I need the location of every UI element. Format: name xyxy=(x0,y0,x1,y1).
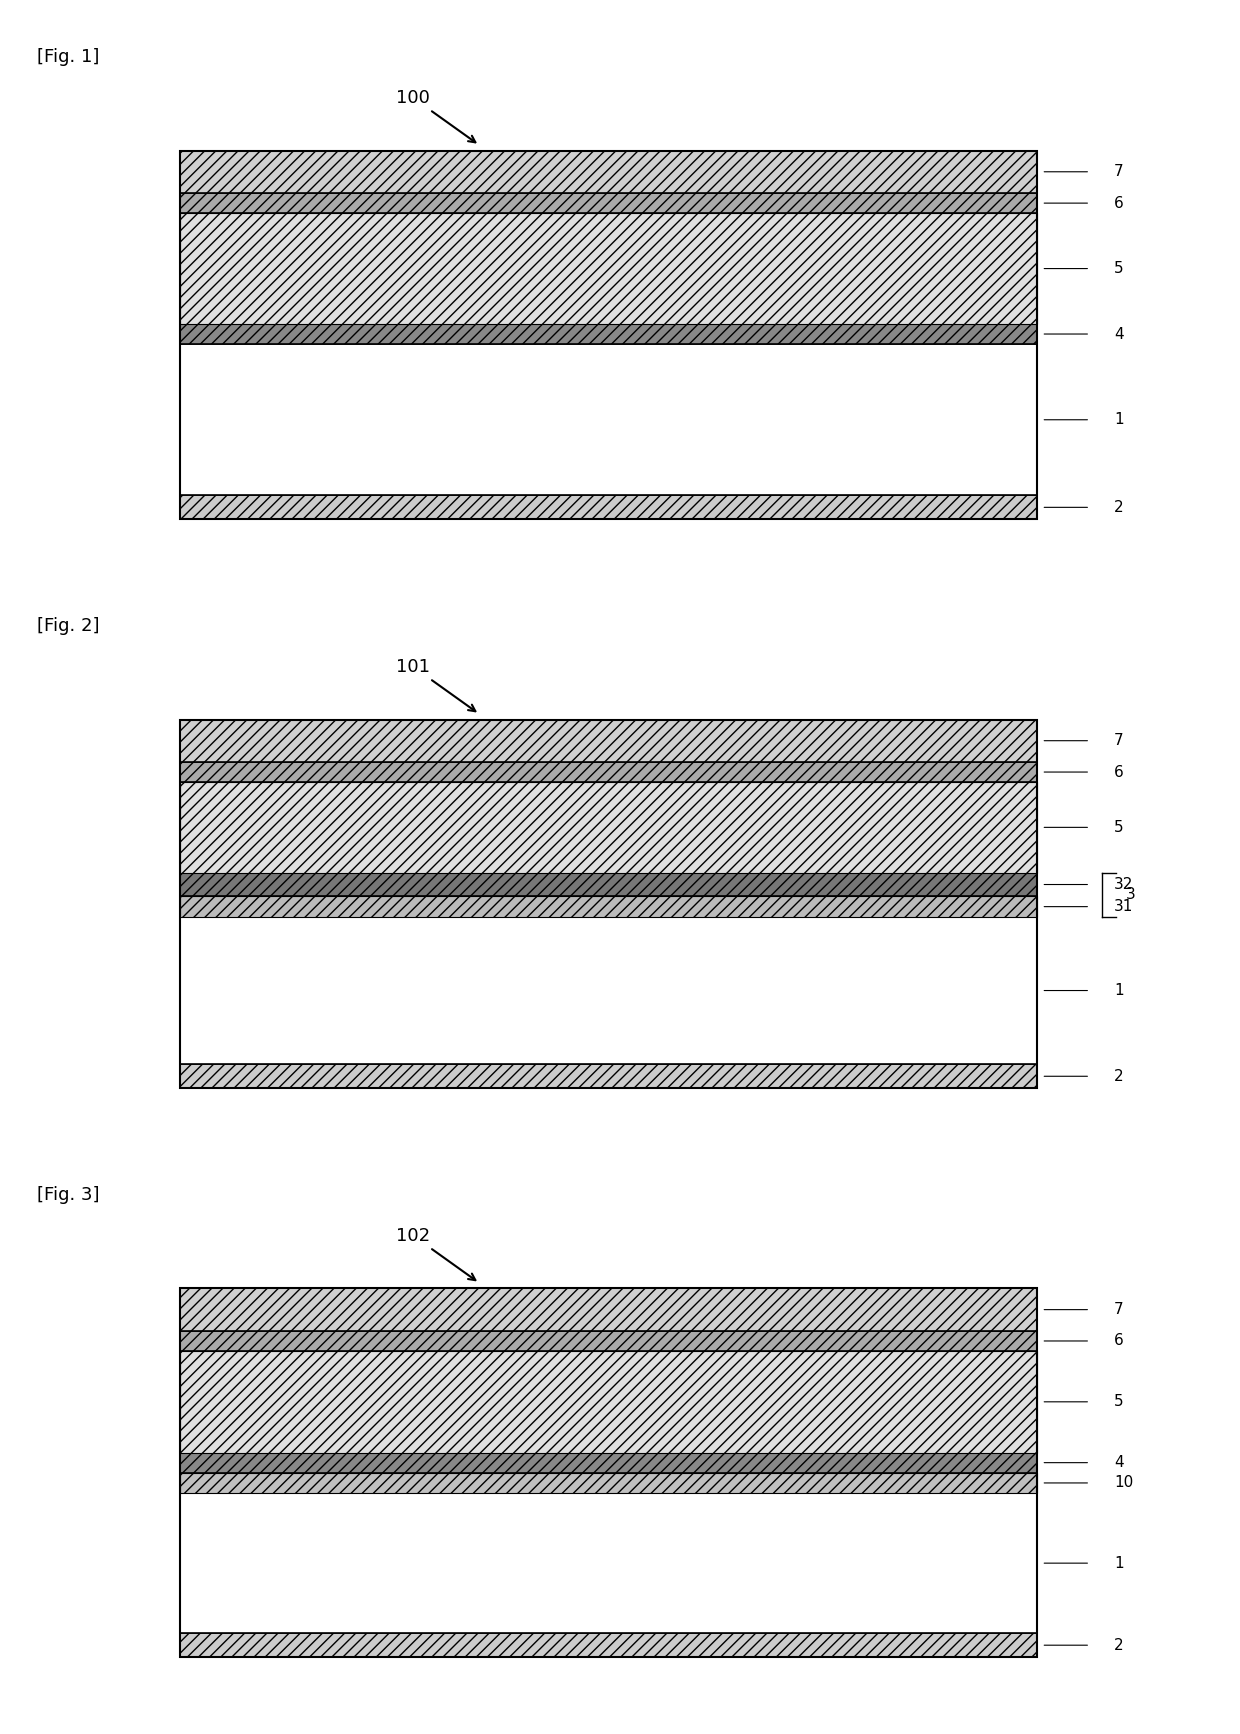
Bar xyxy=(180,1330,1037,1351)
Bar xyxy=(180,1453,1037,1472)
Bar xyxy=(180,872,1037,896)
Text: 5: 5 xyxy=(1114,262,1123,276)
Text: 10: 10 xyxy=(1114,1476,1133,1491)
Bar xyxy=(180,1472,1037,1493)
Text: 102: 102 xyxy=(397,1226,475,1280)
Text: 6: 6 xyxy=(1114,765,1123,780)
Bar xyxy=(180,1351,1037,1453)
Bar xyxy=(180,782,1037,872)
Text: 5: 5 xyxy=(1114,1394,1123,1410)
Bar xyxy=(180,1633,1037,1658)
Text: 2: 2 xyxy=(1114,1637,1123,1653)
Text: 31: 31 xyxy=(1114,900,1133,914)
Bar xyxy=(180,720,1037,1089)
Bar xyxy=(180,151,1037,192)
Text: 100: 100 xyxy=(397,88,475,142)
Bar xyxy=(180,1493,1037,1633)
Text: 6: 6 xyxy=(1114,1333,1123,1349)
Bar xyxy=(180,213,1037,324)
Text: 4: 4 xyxy=(1114,326,1123,342)
Bar xyxy=(180,1288,1037,1658)
Text: 7: 7 xyxy=(1114,733,1123,747)
Text: 4: 4 xyxy=(1114,1455,1123,1470)
Text: [Fig. 2]: [Fig. 2] xyxy=(37,617,99,635)
Bar xyxy=(180,917,1037,1065)
Text: 7: 7 xyxy=(1114,165,1123,179)
Text: [Fig. 3]: [Fig. 3] xyxy=(37,1186,99,1203)
Text: 1: 1 xyxy=(1114,413,1123,427)
Bar xyxy=(180,496,1037,518)
Text: 1: 1 xyxy=(1114,983,1123,999)
Bar xyxy=(180,1065,1037,1089)
Bar xyxy=(180,192,1037,213)
Bar xyxy=(180,324,1037,343)
Bar xyxy=(180,896,1037,917)
Bar xyxy=(180,151,1037,518)
Text: 32: 32 xyxy=(1114,877,1133,891)
Text: 7: 7 xyxy=(1114,1302,1123,1318)
Text: 2: 2 xyxy=(1114,499,1123,515)
Text: 3: 3 xyxy=(1126,888,1136,902)
Text: 6: 6 xyxy=(1114,196,1123,210)
Bar xyxy=(180,343,1037,496)
Text: 101: 101 xyxy=(397,657,475,711)
Bar xyxy=(180,720,1037,761)
Bar xyxy=(180,1288,1037,1330)
Text: 1: 1 xyxy=(1114,1555,1123,1571)
Text: [Fig. 1]: [Fig. 1] xyxy=(37,49,99,66)
Text: 5: 5 xyxy=(1114,820,1123,834)
Text: 2: 2 xyxy=(1114,1068,1123,1084)
Bar xyxy=(180,761,1037,782)
